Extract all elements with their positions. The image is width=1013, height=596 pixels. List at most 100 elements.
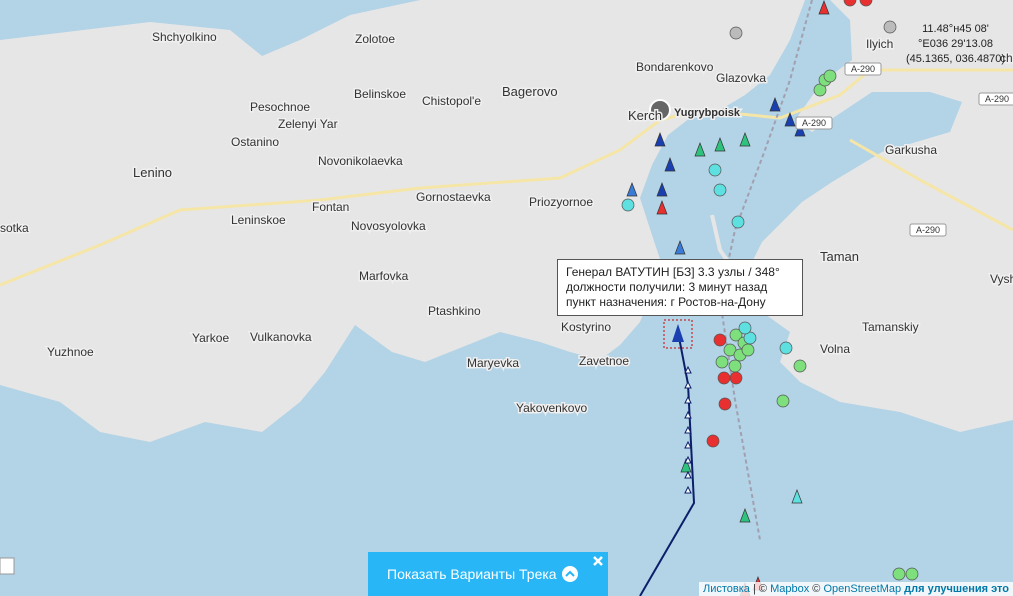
vessel-marker[interactable] [784, 112, 796, 127]
place-label: Glazovka [716, 71, 766, 85]
place-label: Zelenyi Yar [278, 117, 338, 131]
vessel-marker[interactable] [793, 359, 807, 373]
vessel-marker[interactable] [729, 328, 743, 342]
selected-vessel[interactable] [672, 324, 684, 342]
vessel-marker[interactable] [769, 97, 781, 112]
control[interactable] [0, 557, 15, 575]
attribution: Листовка | © Mapbox © OpenStreetMap для … [699, 582, 1013, 596]
place-label: Yarkoe [192, 331, 229, 345]
vessel-marker[interactable] [723, 343, 737, 357]
road-shield [795, 116, 833, 130]
vessel-marker[interactable] [741, 343, 755, 357]
vessel-marker[interactable] [706, 434, 720, 448]
place-label: Ostanino [231, 135, 279, 149]
vessel-marker[interactable] [680, 458, 692, 473]
vessel-marker[interactable] [905, 567, 919, 581]
vessel-marker[interactable] [729, 371, 743, 385]
place-label: Yugrybpoisk [674, 107, 741, 119]
tooltip-line: должности получили: 3 минут назад [566, 280, 768, 294]
place-label: Shchyolkino [152, 30, 217, 44]
vessel-marker[interactable] [713, 333, 727, 347]
place-label: chu [1000, 51, 1013, 65]
vessel-marker[interactable] [739, 508, 751, 523]
place-label: Leninskoe [231, 213, 286, 227]
vessel-marker[interactable] [818, 0, 830, 15]
attribution-text: | © [752, 583, 768, 595]
place-label: Belinskoe [354, 87, 406, 101]
place-label: Vysh [990, 272, 1013, 286]
vessel-marker[interactable] [713, 183, 727, 197]
attribution-text: © [812, 583, 821, 595]
vessel-marker[interactable] [738, 321, 752, 335]
road-label: A-290 [802, 118, 826, 128]
place-label: Gornostaevka [416, 190, 491, 204]
place-label: Fontan [312, 200, 349, 214]
tooltip-line: пункт назначения: г Ростов-на-Дону [566, 295, 766, 309]
road-label: A-290 [916, 225, 940, 235]
vessel-marker[interactable] [731, 215, 745, 229]
vessel-marker[interactable] [813, 83, 827, 97]
vessel-marker[interactable] [843, 0, 857, 7]
vessel-marker[interactable] [718, 397, 732, 411]
vessel-tooltip: Генерал ВАТУТИН [БЗ] 3.3 узлы / 348° дол… [557, 259, 803, 316]
place-label: Zolotoe [355, 32, 395, 46]
place-label: Marfovka [359, 269, 409, 283]
attribution-link[interactable]: OpenStreetMap [823, 583, 902, 595]
vessel-marker[interactable] [743, 331, 757, 345]
port-icon[interactable] [649, 99, 671, 121]
attribution-link[interactable]: Mapbox [770, 583, 810, 595]
place-label: Novonikolaevka [318, 154, 403, 168]
place-label: Maryevka [467, 356, 519, 370]
place-label: Pesochnoe [250, 100, 310, 114]
vessel-marker[interactable] [656, 200, 668, 215]
track-point [684, 455, 692, 464]
show-track-button[interactable]: Показать Варианты Трека [368, 552, 608, 596]
vessel-marker[interactable] [714, 137, 726, 152]
vessel-marker[interactable] [715, 355, 729, 369]
vessel-marker[interactable] [823, 69, 837, 83]
coordinate-line: 11.48°н45 08' [922, 23, 989, 35]
tooltip-line: Генерал ВАТУТИН [БЗ] 3.3 узлы / 348° [566, 265, 780, 279]
attribution-link[interactable]: Листовка [703, 583, 750, 595]
attribution-link[interactable]: для улучшения это [904, 583, 1009, 595]
vessel-marker[interactable] [883, 20, 897, 34]
place-label: Zavetnoe [579, 354, 629, 368]
vessel-track [639, 331, 696, 596]
vessel-marker[interactable] [621, 198, 635, 212]
vessel-marker[interactable] [626, 182, 638, 197]
vessel-marker[interactable] [717, 371, 731, 385]
vessel-marker[interactable] [791, 489, 803, 504]
coordinate-line: °E036 29'13.08 [917, 38, 993, 50]
vessel-marker[interactable] [729, 26, 743, 40]
place-label: Novosyolovka [351, 219, 426, 233]
vessel-marker[interactable] [694, 142, 706, 157]
place-label: Kostyrino [561, 320, 611, 334]
crimea-land [0, 0, 805, 442]
place-label: Chistopol'e [422, 94, 481, 108]
highway [0, 68, 1013, 287]
vessel-marker[interactable] [674, 240, 686, 255]
vessel-marker[interactable] [779, 341, 793, 355]
highway [849, 138, 1013, 232]
selected-vessel-box[interactable] [663, 319, 693, 349]
vessel-marker[interactable] [859, 0, 873, 7]
vessel-marker[interactable] [654, 132, 666, 147]
vessel-marker[interactable] [892, 567, 906, 581]
road-shield [909, 223, 947, 237]
vessel-marker[interactable] [664, 157, 676, 172]
close-icon[interactable] [592, 555, 604, 567]
place-label: Yuzhnoe [47, 345, 94, 359]
vessel-marker[interactable] [728, 359, 742, 373]
vessel-marker[interactable] [708, 163, 722, 177]
vessel-marker[interactable] [776, 394, 790, 408]
track-point [684, 410, 692, 419]
vessel-marker[interactable] [739, 132, 751, 147]
track-point [684, 470, 692, 479]
coordinates: 11.48°н45 08' °E036 29'13.08 (45.1365, 0… [898, 22, 1013, 67]
place-label: Bagerovo [502, 84, 558, 99]
place-label: Kerch [628, 108, 662, 123]
road-shield [844, 62, 882, 76]
vessel-marker[interactable] [656, 182, 668, 197]
